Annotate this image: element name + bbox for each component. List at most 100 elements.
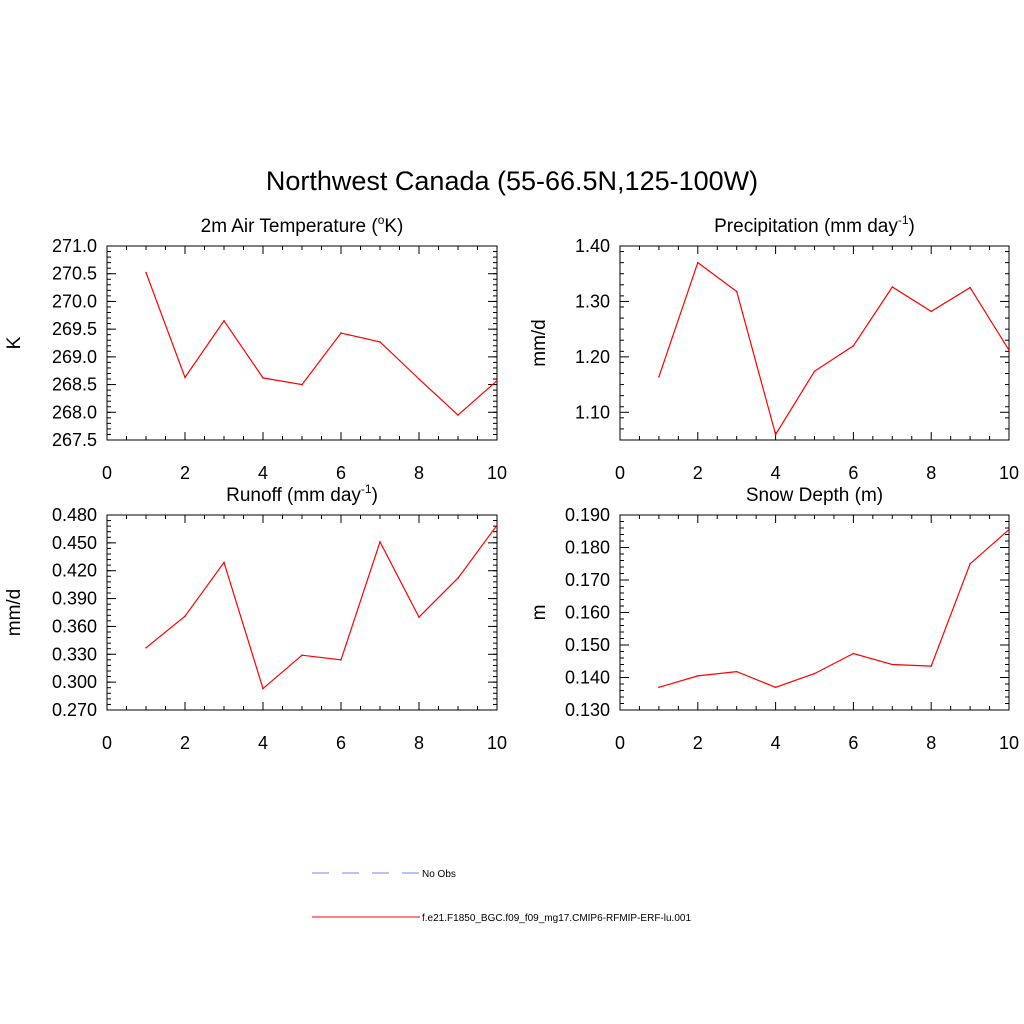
chart-panels: 0 2 4 6 8 10 267.5 268.0 268.5 269.0 269.5 270.0 270…	[4, 213, 1019, 753]
data-point	[223, 320, 225, 322]
data-point	[813, 370, 816, 373]
data-point	[969, 286, 971, 289]
y-axis-label: m	[529, 605, 550, 621]
y-tick-label: 0.360	[52, 616, 97, 636]
data-point	[340, 659, 342, 661]
data-point	[418, 616, 420, 618]
x-tick-label: 2	[180, 733, 190, 753]
data-point	[184, 615, 186, 618]
x-tick-label: 2	[180, 463, 190, 483]
data-point	[735, 670, 738, 673]
data-point	[301, 654, 303, 657]
chart-panel-1: 0 2 4 6 8 10 267.5 268.0 268.5 269.0 269.5 270.0 270…	[4, 213, 507, 483]
x-tick-label: 0	[615, 733, 625, 753]
x-tick-label: 6	[848, 463, 858, 483]
data-point	[301, 383, 303, 386]
x-tick-label: 4	[258, 733, 268, 753]
series-line	[145, 272, 498, 416]
panel-title-suffix: )	[372, 485, 378, 506]
x-tick-label: 4	[258, 463, 268, 483]
data-point	[262, 377, 264, 379]
legend-label: No Obs	[422, 869, 456, 880]
data-point	[340, 332, 342, 334]
data-point	[145, 646, 147, 649]
data-point	[697, 261, 699, 264]
panel-title-superscript: -1	[898, 213, 909, 227]
y-tick-label: 0.150	[565, 635, 610, 655]
data-point	[658, 376, 660, 378]
y-tick-label: 1.40	[575, 236, 610, 256]
x-tick-label: 8	[926, 463, 936, 483]
data-point	[697, 675, 699, 677]
x-tick-label: 4	[771, 733, 781, 753]
x-tick-label: 10	[999, 463, 1019, 483]
x-tick-label: 6	[336, 463, 346, 483]
x-tick-label: 10	[487, 733, 507, 753]
panel-title-suffix: K)	[384, 216, 403, 237]
x-tick-label: 0	[102, 733, 112, 753]
panel-title-superscript: -1	[361, 482, 372, 496]
y-tick-label: 268.0	[52, 402, 97, 422]
y-tick-label: 0.130	[565, 700, 610, 720]
y-tick-label: 0.300	[52, 672, 97, 692]
data-point	[379, 541, 381, 543]
panel-title-suffix: )	[909, 216, 915, 237]
data-point	[735, 290, 738, 293]
panel-title-text: Runoff (mm day	[226, 485, 361, 506]
figure-title: Northwest Canada (55-66.5N,125-100W)	[266, 166, 758, 196]
y-tick-label: 270.0	[52, 291, 97, 311]
x-tick-label: 8	[414, 463, 424, 483]
panel-title-text: 2m Air Temperature (	[201, 216, 379, 237]
series-line	[658, 261, 1010, 436]
x-tick-label: 2	[693, 733, 703, 753]
data-point	[1008, 528, 1010, 531]
y-axis-label: mm/d	[529, 319, 550, 367]
data-point	[457, 577, 459, 579]
data-point	[852, 652, 855, 655]
panel-title-superscript: o	[378, 213, 385, 227]
data-point	[891, 286, 894, 288]
data-point	[496, 379, 498, 382]
y-tick-label: 270.5	[52, 264, 97, 284]
x-tick-label: 8	[414, 733, 424, 753]
data-point	[145, 271, 147, 274]
y-tick-label: 0.420	[52, 561, 97, 581]
panel-title: Snow Depth (m)	[746, 485, 883, 506]
data-point	[379, 341, 381, 343]
plot-frame	[619, 245, 1010, 441]
data-point	[658, 686, 660, 689]
legend: No Obs f.e21.F1850_BGC.f09_f09_mg17.CMIP6…	[312, 869, 691, 924]
y-axis-label: mm/d	[4, 589, 25, 637]
data-point	[813, 672, 816, 675]
plot-frame	[619, 514, 1010, 711]
y-tick-label: 1.20	[575, 347, 610, 367]
data-point	[774, 686, 777, 689]
y-tick-label: 0.160	[565, 603, 610, 623]
data-point	[1008, 349, 1010, 352]
panel-title: 2m Air Temperature (oK)	[201, 213, 404, 237]
y-tick-label: 0.190	[565, 505, 610, 525]
series-line	[145, 524, 498, 690]
plot-frame	[106, 245, 498, 441]
x-tick-label: 10	[999, 733, 1019, 753]
y-tick-label: 267.5	[52, 430, 97, 450]
y-tick-label: 0.390	[52, 589, 97, 609]
x-tick-label: 6	[336, 733, 346, 753]
panel-title: Runoff (mm day-1)	[226, 482, 378, 506]
x-tick-label: 0	[615, 463, 625, 483]
y-tick-label: 0.180	[565, 538, 610, 558]
chart-panel-2: 0 2 4 6 8 10 1.10 1.20 1.30 1.40 mm/d Precipitation…	[529, 213, 1019, 483]
data-point	[852, 344, 855, 347]
x-tick-label: 10	[487, 463, 507, 483]
chart-panel-4: 0 2 4 6 8 10 0.130 0.140 0.150 0.160 0.170 0.180 0.1…	[529, 485, 1019, 753]
x-tick-label: 2	[693, 463, 703, 483]
y-tick-label: 268.5	[52, 375, 97, 395]
data-point	[774, 433, 777, 436]
chart-panel-3: 0 2 4 6 8 10 0.270 0.300 0.330 0.360 0.390 0.420 0.4…	[4, 482, 507, 753]
y-tick-label: 0.480	[52, 505, 97, 525]
y-tick-label: 0.170	[565, 570, 610, 590]
y-tick-label: 1.10	[575, 402, 610, 422]
y-tick-label: 0.270	[52, 700, 97, 720]
y-tick-label: 269.5	[52, 319, 97, 339]
panel-title-text: Precipitation (mm day	[714, 216, 898, 237]
